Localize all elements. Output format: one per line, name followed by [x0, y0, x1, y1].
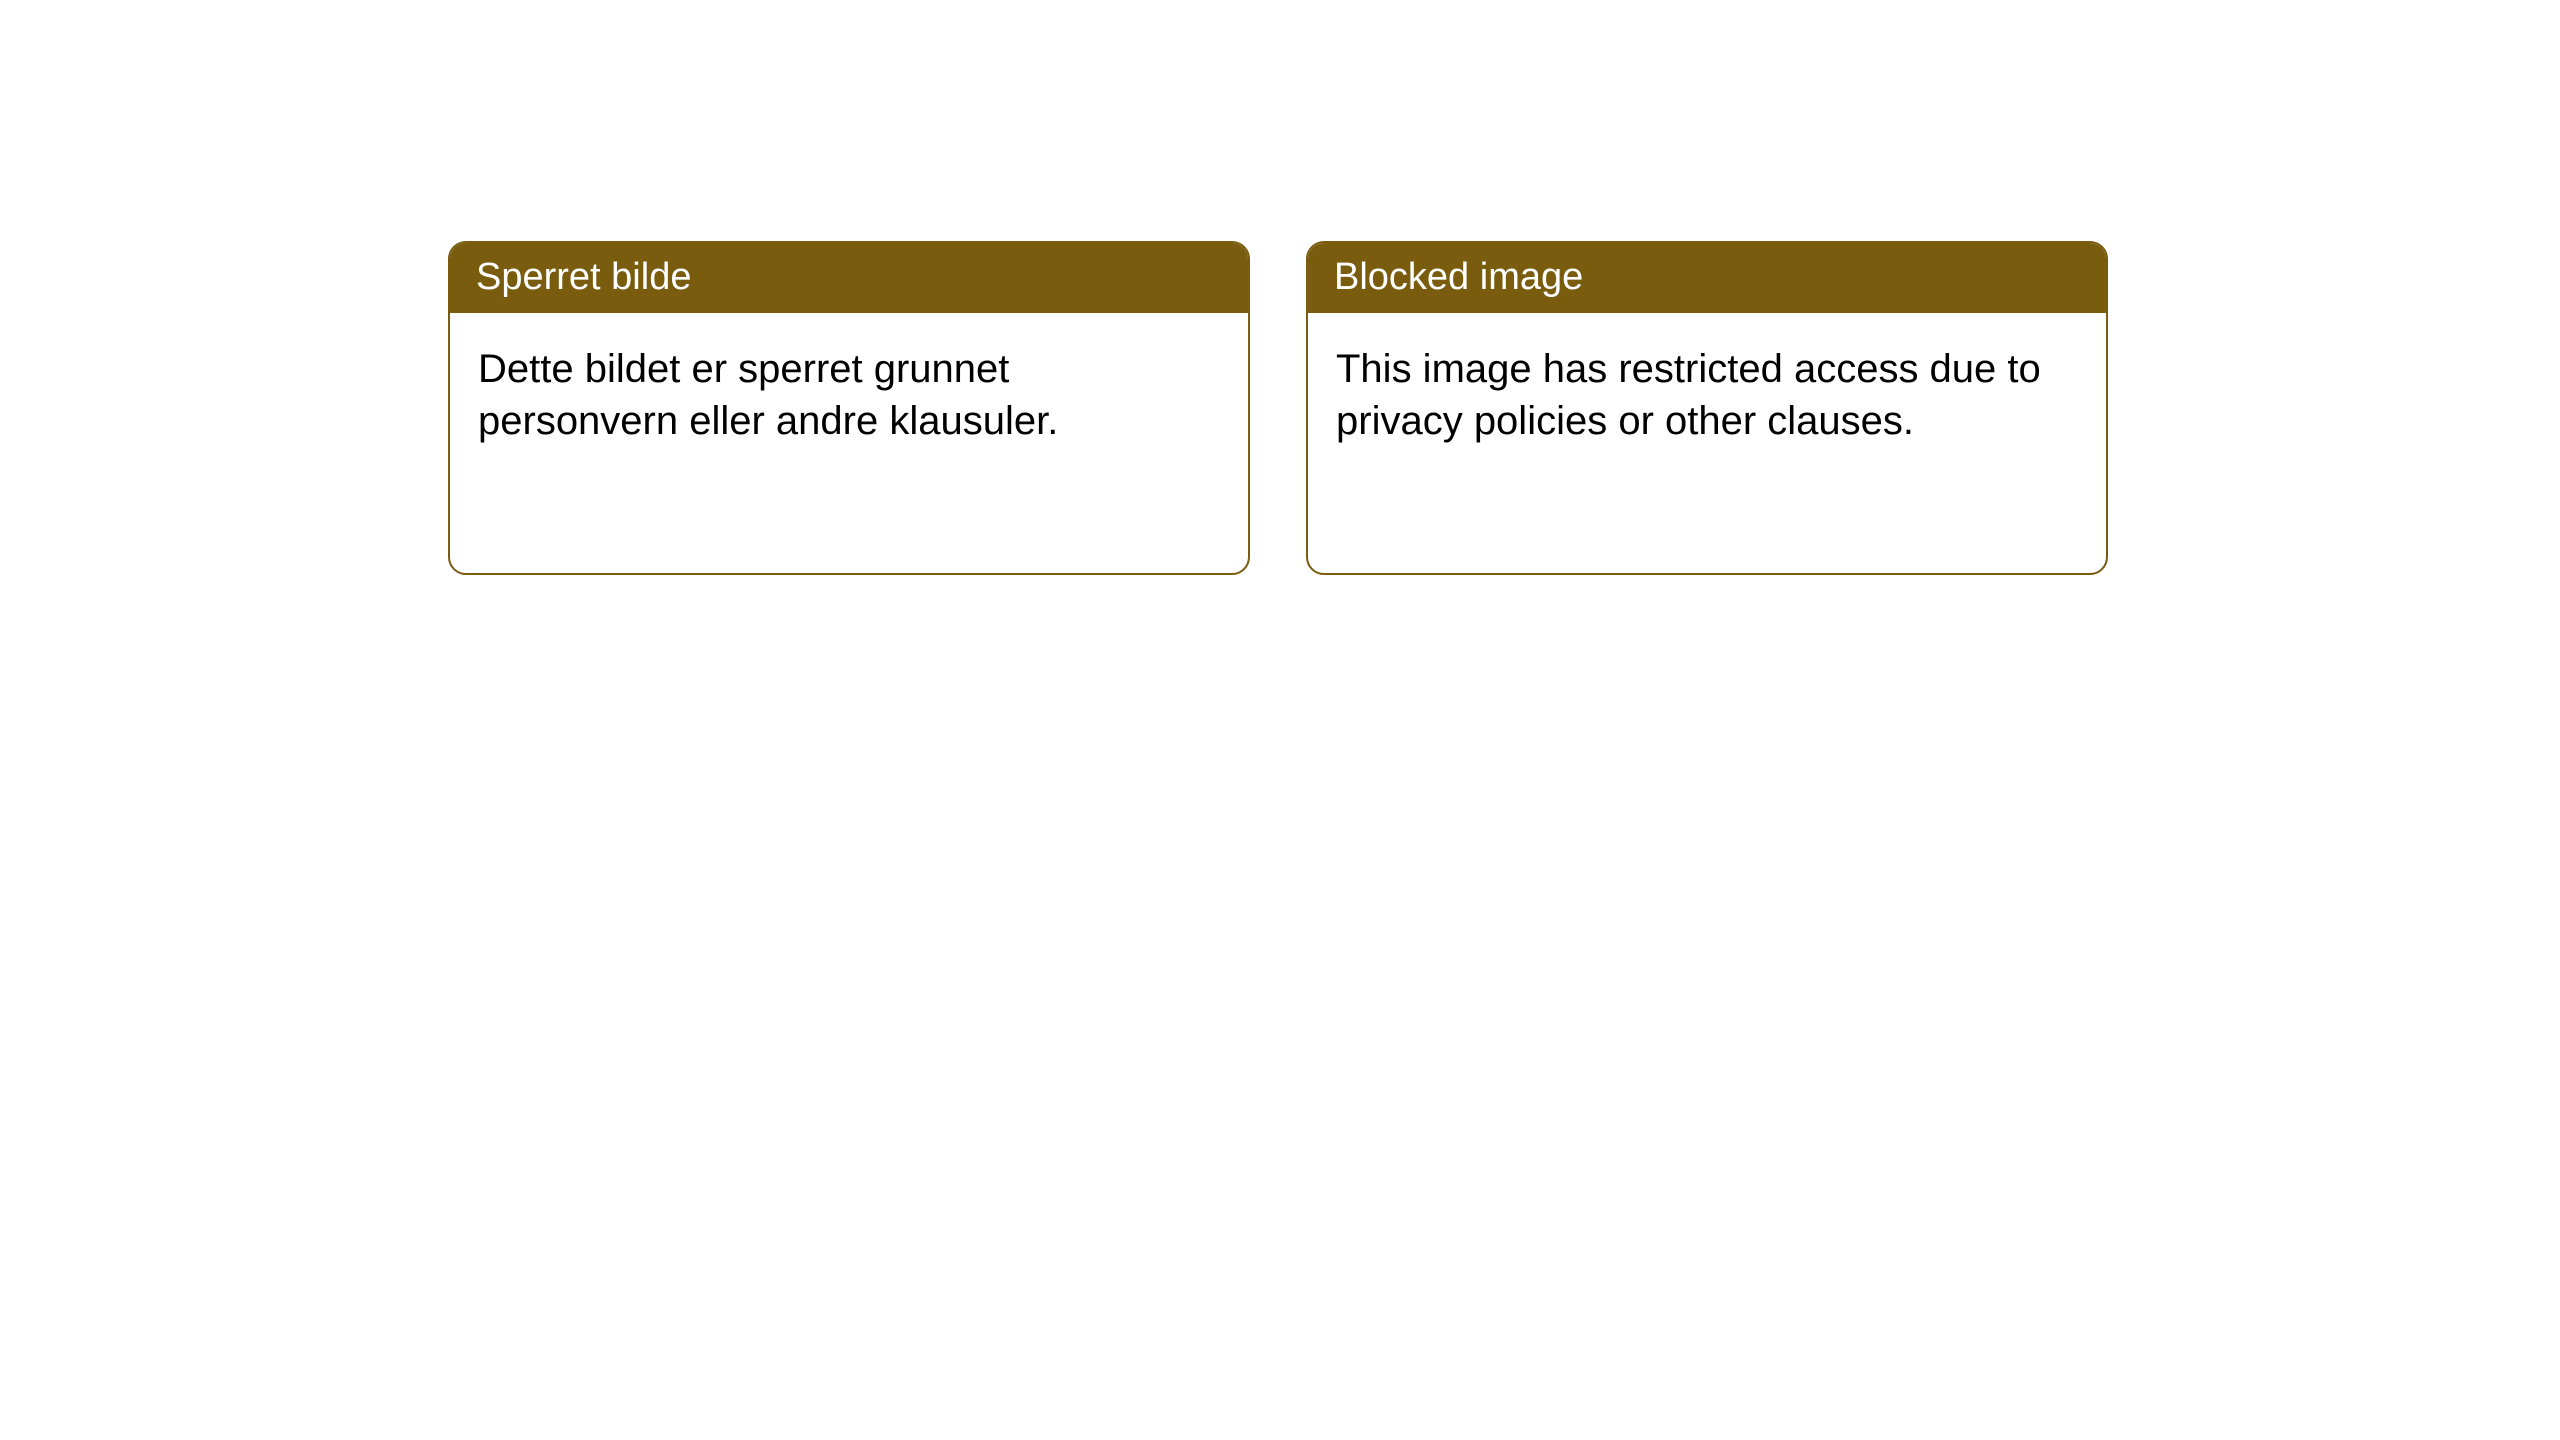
notice-card-norwegian: Sperret bilde Dette bildet er sperret gr…: [448, 241, 1250, 575]
notice-header-english: Blocked image: [1308, 243, 2106, 313]
notice-card-english: Blocked image This image has restricted …: [1306, 241, 2108, 575]
notice-body-norwegian: Dette bildet er sperret grunnet personve…: [450, 313, 1248, 479]
notice-container: Sperret bilde Dette bildet er sperret gr…: [448, 241, 2108, 575]
notice-body-english: This image has restricted access due to …: [1308, 313, 2106, 479]
notice-header-norwegian: Sperret bilde: [450, 243, 1248, 313]
